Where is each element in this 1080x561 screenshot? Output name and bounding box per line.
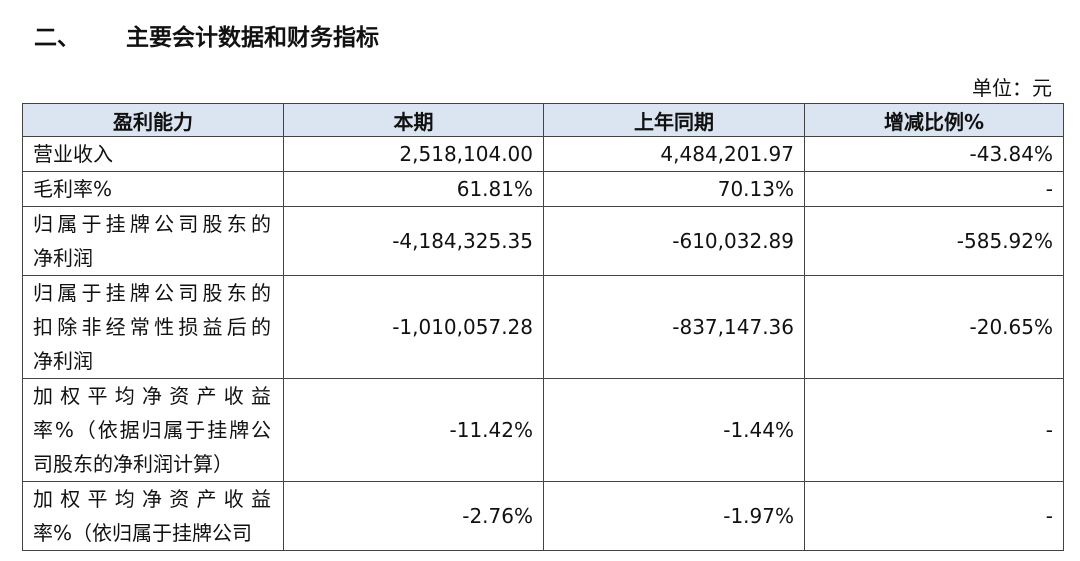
- value-cell: 2,518,104.00: [283, 136, 544, 172]
- label-line: 加权平均净资产收益: [33, 384, 271, 408]
- value-cell: -20.65%: [804, 275, 1064, 379]
- section-number: 二、: [34, 25, 80, 51]
- table-row: 营业收入 2,518,104.00 4,484,201.97 -43.84%: [22, 136, 1064, 172]
- unit-label: 单位：元: [972, 76, 1052, 100]
- value-cell: -11.42%: [283, 378, 544, 482]
- value-cell: -610,032.89: [543, 206, 805, 276]
- value-cell: 61.81%: [283, 171, 544, 207]
- value-cell: 4,484,201.97: [543, 136, 805, 172]
- value-cell: -1.97%: [543, 481, 805, 551]
- label-line: 司股东的净利润计算）: [33, 452, 233, 476]
- table-row: 加权平均净资产收益 率%（依据归属于挂牌公 司股东的净利润计算） -11.42% -1.…: [22, 378, 1064, 482]
- header-cell: 本期: [283, 103, 544, 137]
- label-line: 营业收入: [33, 142, 113, 166]
- label-line: 率%（依据归属于挂牌公: [33, 418, 271, 442]
- table-row: 归属于挂牌公司股东的 净利润 -4,184,325.35 -610,032.89 -58…: [22, 206, 1064, 276]
- value-cell: -: [804, 171, 1064, 207]
- label-line: 加权平均净资产收益: [33, 487, 271, 511]
- label-line: 归属于挂牌公司股东的: [33, 281, 271, 305]
- value-cell: -1,010,057.28: [283, 275, 544, 379]
- table-row: 毛利率% 61.81% 70.13% -: [22, 171, 1064, 207]
- label-line: 率%（依归属于挂牌公司: [33, 521, 253, 545]
- table-row: 归属于挂牌公司股东的 扣除非经常性损益后的 净利润 -1,010,057.28 -837…: [22, 275, 1064, 379]
- row-label: 加权平均净资产收益 率%（依据归属于挂牌公 司股东的净利润计算）: [22, 378, 284, 482]
- label-line: 毛利率%: [33, 177, 113, 201]
- value-cell: -4,184,325.35: [283, 206, 544, 276]
- value-cell: 70.13%: [543, 171, 805, 207]
- header-cell: 上年同期: [543, 103, 805, 137]
- row-label: 营业收入: [22, 136, 284, 172]
- section-text: 主要会计数据和财务指标: [126, 25, 379, 51]
- value-cell: -1.44%: [543, 378, 805, 482]
- label-line: 归属于挂牌公司股东的: [33, 212, 271, 236]
- financial-table: 盈利能力 本期 上年同期 增减比例% 营业收入 2,518,104.00 4,484,20…: [22, 103, 1064, 551]
- label-line: 扣除非经常性损益后的: [33, 315, 271, 339]
- value-cell: -585.92%: [804, 206, 1064, 276]
- value-cell: -43.84%: [804, 136, 1064, 172]
- header-row: 盈利能力 本期 上年同期 增减比例%: [22, 103, 1064, 137]
- row-label: 归属于挂牌公司股东的 扣除非经常性损益后的 净利润: [22, 275, 284, 379]
- row-label: 归属于挂牌公司股东的 净利润: [22, 206, 284, 276]
- value-cell: -: [804, 378, 1064, 482]
- row-label: 加权平均净资产收益 率%（依归属于挂牌公司: [22, 481, 284, 551]
- header-cell: 增减比例%: [804, 103, 1064, 137]
- header-cell: 盈利能力: [22, 103, 284, 137]
- table-row: 加权平均净资产收益 率%（依归属于挂牌公司 -2.76% -1.97% -: [22, 481, 1064, 551]
- value-cell: -: [804, 481, 1064, 551]
- value-cell: -2.76%: [283, 481, 544, 551]
- row-label: 毛利率%: [22, 171, 284, 207]
- section-title: 二、 主要会计数据和财务指标: [34, 18, 379, 52]
- value-cell: -837,147.36: [543, 275, 805, 379]
- label-line: 净利润: [33, 246, 93, 270]
- label-line: 净利润: [33, 349, 93, 373]
